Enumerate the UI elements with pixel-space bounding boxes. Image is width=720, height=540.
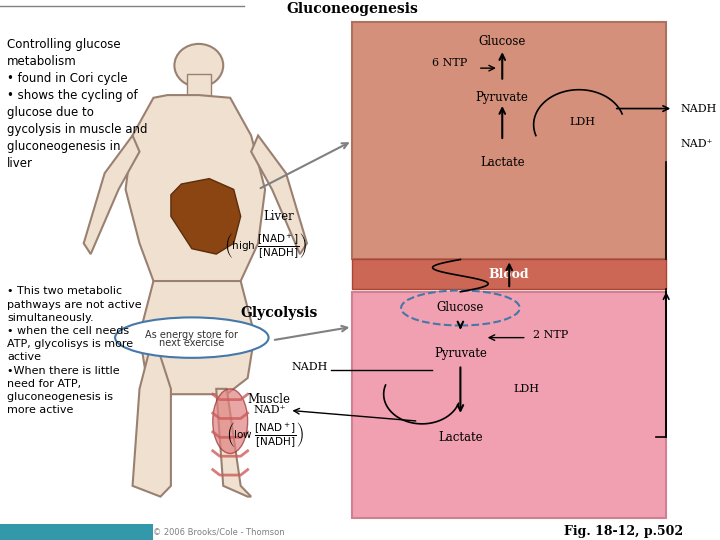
Text: NAD⁺: NAD⁺: [253, 406, 286, 415]
Text: Glucose: Glucose: [479, 35, 526, 48]
Text: Controlling glucose
metabolism
• found in Cori cycle
• shows the cycling of
gluc: Controlling glucose metabolism • found i…: [7, 38, 148, 171]
Text: NADH: NADH: [292, 362, 328, 372]
Ellipse shape: [213, 389, 248, 454]
Text: Muscle: Muscle: [247, 393, 290, 406]
Polygon shape: [132, 335, 171, 497]
Text: NAD⁺: NAD⁺: [680, 139, 713, 148]
FancyBboxPatch shape: [0, 524, 153, 540]
Polygon shape: [125, 95, 265, 286]
Text: Blood: Blood: [489, 268, 529, 281]
Text: 2 NTP: 2 NTP: [534, 330, 569, 340]
Text: LDH: LDH: [570, 117, 595, 127]
Text: Glycolysis: Glycolysis: [240, 306, 318, 320]
Text: Gluconeogenesis: Gluconeogenesis: [287, 2, 418, 16]
Text: © 2006 Brooks/Cole - Thomson: © 2006 Brooks/Cole - Thomson: [153, 527, 285, 536]
Ellipse shape: [401, 291, 520, 326]
Text: LDH: LDH: [513, 384, 540, 394]
Text: Lactate: Lactate: [438, 431, 482, 444]
Polygon shape: [84, 136, 140, 254]
Text: Glucose: Glucose: [437, 301, 484, 314]
FancyBboxPatch shape: [352, 292, 666, 518]
Text: 6 NTP: 6 NTP: [432, 58, 467, 68]
Text: Pyruvate: Pyruvate: [476, 91, 528, 104]
Text: next exercise: next exercise: [159, 338, 225, 348]
Text: Fig. 18-12, p.502: Fig. 18-12, p.502: [564, 525, 683, 538]
Ellipse shape: [174, 44, 223, 87]
Text: • This two metabolic
pathways are not active
simultaneously.
• when the cell nee: • This two metabolic pathways are not ac…: [7, 286, 142, 415]
FancyBboxPatch shape: [352, 22, 666, 260]
Text: Lactate: Lactate: [480, 156, 525, 169]
FancyBboxPatch shape: [352, 260, 666, 289]
Text: As energy store for: As energy store for: [145, 330, 238, 340]
Text: $\left( \mathrm{high}\ \dfrac{[\mathrm{NAD^+}]}{[\mathrm{NADH}]} \right)$: $\left( \mathrm{high}\ \dfrac{[\mathrm{N…: [224, 232, 307, 260]
Polygon shape: [251, 136, 307, 254]
Text: NADH: NADH: [680, 104, 716, 113]
Polygon shape: [171, 179, 240, 254]
Polygon shape: [216, 389, 251, 497]
Text: Pyruvate: Pyruvate: [434, 347, 487, 360]
Ellipse shape: [115, 318, 269, 358]
Text: $\left( \mathrm{low}\ \dfrac{[\mathrm{NAD^+}]}{[\mathrm{NADH}]} \right)$: $\left( \mathrm{low}\ \dfrac{[\mathrm{NA…: [226, 420, 304, 449]
Text: Liver: Liver: [264, 210, 294, 223]
Polygon shape: [140, 281, 255, 394]
FancyBboxPatch shape: [187, 73, 212, 98]
